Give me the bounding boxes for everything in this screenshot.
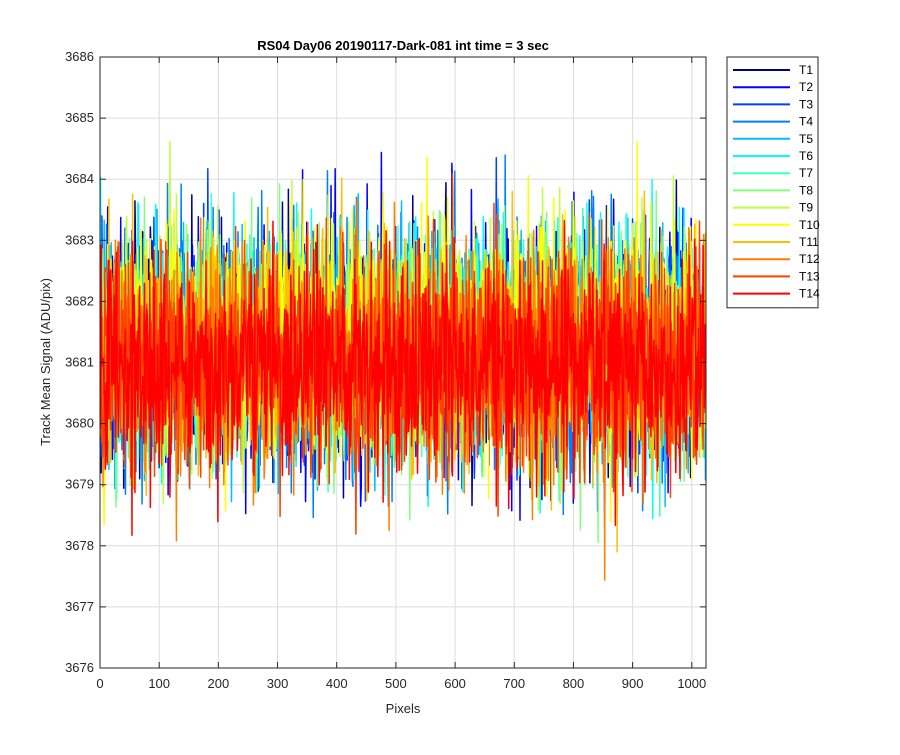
x-tick-label: 800 (563, 676, 585, 691)
legend-label: T5 (799, 132, 813, 146)
legend-label: T14 (799, 287, 820, 301)
legend-label: T4 (799, 115, 813, 129)
legend-label: T7 (799, 166, 813, 180)
x-tick-label: 900 (622, 676, 644, 691)
y-tick-label: 3684 (65, 171, 94, 186)
axis-ticks: 0 100 200 300 400 500 600 700 800 900 1000 3676 3677… (65, 49, 706, 691)
y-tick-label: 3678 (65, 538, 94, 553)
x-tick-label: 0 (96, 676, 103, 691)
y-axis-label: Track Mean Signal (ADU/pix) (38, 278, 53, 446)
y-tick-label: 3676 (65, 660, 94, 675)
y-tick-label: 3679 (65, 477, 94, 492)
legend-label: T13 (799, 269, 820, 283)
x-tick-label: 300 (267, 676, 289, 691)
x-tick-label: 600 (444, 676, 466, 691)
chart-title: RS04 Day06 20190117-Dark-081 int time = … (257, 38, 549, 53)
x-tick-label: 200 (208, 676, 230, 691)
y-tick-label: 3683 (65, 232, 94, 247)
y-tick-label: 3685 (65, 110, 94, 125)
legend-label: T8 (799, 183, 813, 197)
legend-label: T1 (799, 63, 813, 77)
x-axis-label: Pixels (386, 701, 421, 716)
legend-label: T9 (799, 201, 813, 215)
legend-label: T12 (799, 252, 820, 266)
y-tick-label: 3682 (65, 293, 94, 308)
x-tick-label: 100 (148, 676, 170, 691)
legend-box (726, 56, 819, 309)
legend: T1 T2 T3 T4 T5 T6 T7 T8 T9 T10 T11 T12 T13 T14 (726, 56, 820, 309)
y-tick-label: 3681 (65, 355, 94, 370)
legend-label: T10 (799, 218, 820, 232)
series-lines (100, 140, 706, 581)
series-line-t14 (100, 219, 706, 537)
x-tick-label: 700 (503, 676, 525, 691)
x-tick-label: 500 (385, 676, 407, 691)
legend-label: T2 (799, 80, 813, 94)
legend-label: T6 (799, 149, 813, 163)
legend-label: T11 (799, 235, 819, 249)
y-tick-label: 3677 (65, 599, 94, 614)
y-tick-label: 3680 (65, 416, 94, 431)
y-tick-label: 3686 (65, 49, 94, 64)
legend-label: T3 (799, 97, 813, 111)
x-tick-label: 400 (326, 676, 348, 691)
x-tick-label: 1000 (677, 676, 706, 691)
